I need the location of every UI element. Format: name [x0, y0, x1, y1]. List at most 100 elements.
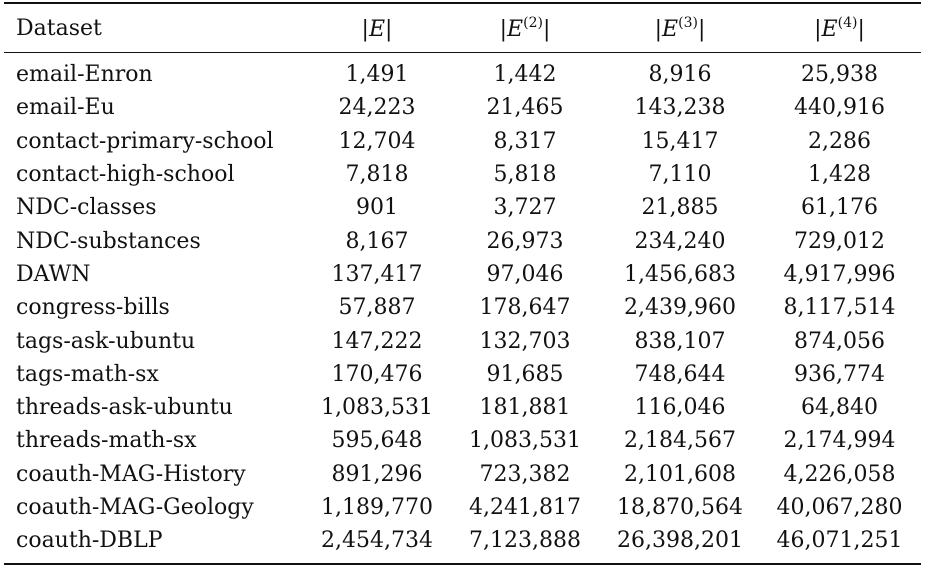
order-superscript: (4)	[837, 14, 858, 31]
edge-symbol: E	[662, 16, 679, 42]
e1-cell: 2,454,734	[321, 528, 433, 554]
e3-cell: 18,870,564	[617, 495, 743, 520]
header-row: Dataset |E| |E(2)| |E(3)| |E(4)|	[4, 4, 921, 52]
e4-cell: 8,117,514	[783, 295, 896, 321]
e2-cell: 181,881	[479, 395, 571, 421]
table-row: email-Eu 24,223 21,465 143,238 440,916	[4, 91, 921, 124]
e3-cell: 2,101,608	[624, 461, 736, 487]
e4-cell: 64,840	[801, 395, 878, 421]
dataset-cell: threads-math-sx	[16, 428, 197, 454]
e1-cell: 891,296	[331, 461, 423, 487]
e2-cell: 3,727	[493, 195, 557, 221]
e3-cell: 15,417	[641, 128, 719, 154]
dataset-cell: coauth-DBLP	[16, 528, 163, 554]
e1-cell: 595,648	[331, 428, 423, 454]
e4-cell: 440,916	[794, 95, 885, 121]
e3-cell: 26,398,201	[617, 528, 743, 554]
e3-cell: 21,885	[641, 195, 719, 221]
e3-cell: 2,184,567	[624, 428, 736, 454]
e4-cell: 2,174,994	[783, 428, 896, 454]
table-row: contact-primary-school 12,704 8,317 15,4…	[4, 125, 921, 158]
e4-cell: 40,067,280	[776, 495, 903, 520]
dataset-cell: congress-bills	[16, 295, 170, 321]
dataset-cell: NDC-substances	[16, 228, 201, 254]
header-dataset: Dataset	[16, 15, 102, 41]
abs-bar-left: |	[499, 16, 508, 42]
e1-cell: 1,491	[345, 62, 409, 88]
e1-cell: 147,222	[331, 328, 423, 354]
e1-cell: 7,818	[345, 162, 409, 188]
e2-cell: 1,083,531	[469, 428, 581, 454]
e4-cell: 4,226,058	[783, 461, 896, 487]
dataset-cell: coauth-MAG-History	[16, 461, 246, 487]
e3-cell: 234,240	[634, 228, 726, 254]
header-e1: |E|	[306, 4, 448, 52]
e1-cell: 12,704	[338, 128, 416, 154]
table-row: coauth-MAG-Geology 1,189,770 4,241,817 1…	[4, 491, 921, 524]
e3-cell: 838,107	[634, 328, 726, 354]
e4-cell: 874,056	[794, 328, 885, 354]
table: Dataset |E| |E(2)| |E(3)| |E(4)| email-E…	[4, 4, 921, 557]
e4-cell: 4,917,996	[783, 261, 896, 287]
edge-symbol: E	[368, 16, 386, 42]
e4-cell: 46,071,251	[776, 528, 903, 554]
e1-cell: 8,167	[345, 228, 409, 254]
dataset-cell: DAWN	[16, 261, 91, 287]
e1-cell: 137,417	[331, 261, 423, 287]
e1-cell: 1,083,531	[321, 395, 433, 421]
e4-cell: 729,012	[794, 228, 885, 254]
table-row: threads-ask-ubuntu 1,083,531 181,881 116…	[4, 391, 921, 424]
dataset-cell: tags-ask-ubuntu	[16, 328, 196, 354]
dataset-cell: email-Enron	[16, 62, 153, 88]
e2-cell: 26,973	[486, 228, 564, 254]
e2-cell: 21,465	[486, 95, 564, 121]
abs-bar-right: |	[385, 16, 393, 42]
e1-cell: 170,476	[331, 361, 423, 387]
table-row: coauth-DBLP 2,454,734 7,123,888 26,398,2…	[4, 524, 921, 557]
table-row: tags-ask-ubuntu 147,222 132,703 838,107 …	[4, 324, 921, 357]
header-e2: |E(2)|	[448, 4, 602, 52]
table-row: NDC-classes 901 3,727 21,885 61,176	[4, 191, 921, 224]
e4-cell: 61,176	[801, 195, 878, 221]
e1-cell: 901	[356, 195, 398, 221]
e2-cell: 8,317	[493, 128, 557, 154]
e2-cell: 178,647	[479, 295, 571, 321]
e1-cell: 57,887	[338, 295, 416, 321]
e2-cell: 132,703	[479, 328, 571, 354]
table-row: contact-high-school 7,818 5,818 7,110 1,…	[4, 158, 921, 191]
e1-cell: 24,223	[338, 95, 416, 121]
dataset-cell: NDC-classes	[16, 195, 157, 221]
e2-cell: 5,818	[493, 162, 557, 188]
e2-cell: 4,241,817	[469, 495, 581, 520]
e4-cell: 2,286	[808, 128, 871, 154]
header-e3: |E(3)|	[602, 4, 758, 52]
table-row: congress-bills 57,887 178,647 2,439,960 …	[4, 291, 921, 324]
e3-cell: 8,916	[648, 62, 712, 88]
abs-bar-right: |	[542, 16, 551, 42]
dataset-cell: coauth-MAG-Geology	[16, 495, 254, 520]
e1-cell: 1,189,770	[321, 495, 433, 520]
e4-cell: 936,774	[794, 361, 885, 387]
dataset-cell: contact-primary-school	[16, 128, 274, 154]
e2-cell: 97,046	[486, 261, 564, 287]
edge-symbol: E	[507, 16, 524, 42]
e2-cell: 723,382	[479, 461, 571, 487]
top-rule	[4, 2, 921, 4]
e3-cell: 1,456,683	[624, 261, 736, 287]
e2-cell: 1,442	[493, 62, 557, 88]
table-row: threads-math-sx 595,648 1,083,531 2,184,…	[4, 424, 921, 457]
e2-cell: 7,123,888	[469, 528, 581, 554]
order-superscript: (3)	[678, 14, 698, 31]
dataset-cell: contact-high-school	[16, 162, 235, 188]
header-rule	[4, 52, 921, 53]
table-row: DAWN 137,417 97,046 1,456,683 4,917,996	[4, 258, 921, 291]
abs-bar-left: |	[654, 16, 663, 42]
edge-symbol: E	[821, 16, 838, 42]
e3-cell: 748,644	[634, 361, 726, 387]
abs-bar-right: |	[697, 16, 706, 42]
e4-cell: 25,938	[801, 62, 878, 88]
table-row: NDC-substances 8,167 26,973 234,240 729,…	[4, 224, 921, 257]
table-row: coauth-MAG-History 891,296 723,382 2,101…	[4, 458, 921, 491]
abs-bar-right: |	[857, 16, 865, 42]
